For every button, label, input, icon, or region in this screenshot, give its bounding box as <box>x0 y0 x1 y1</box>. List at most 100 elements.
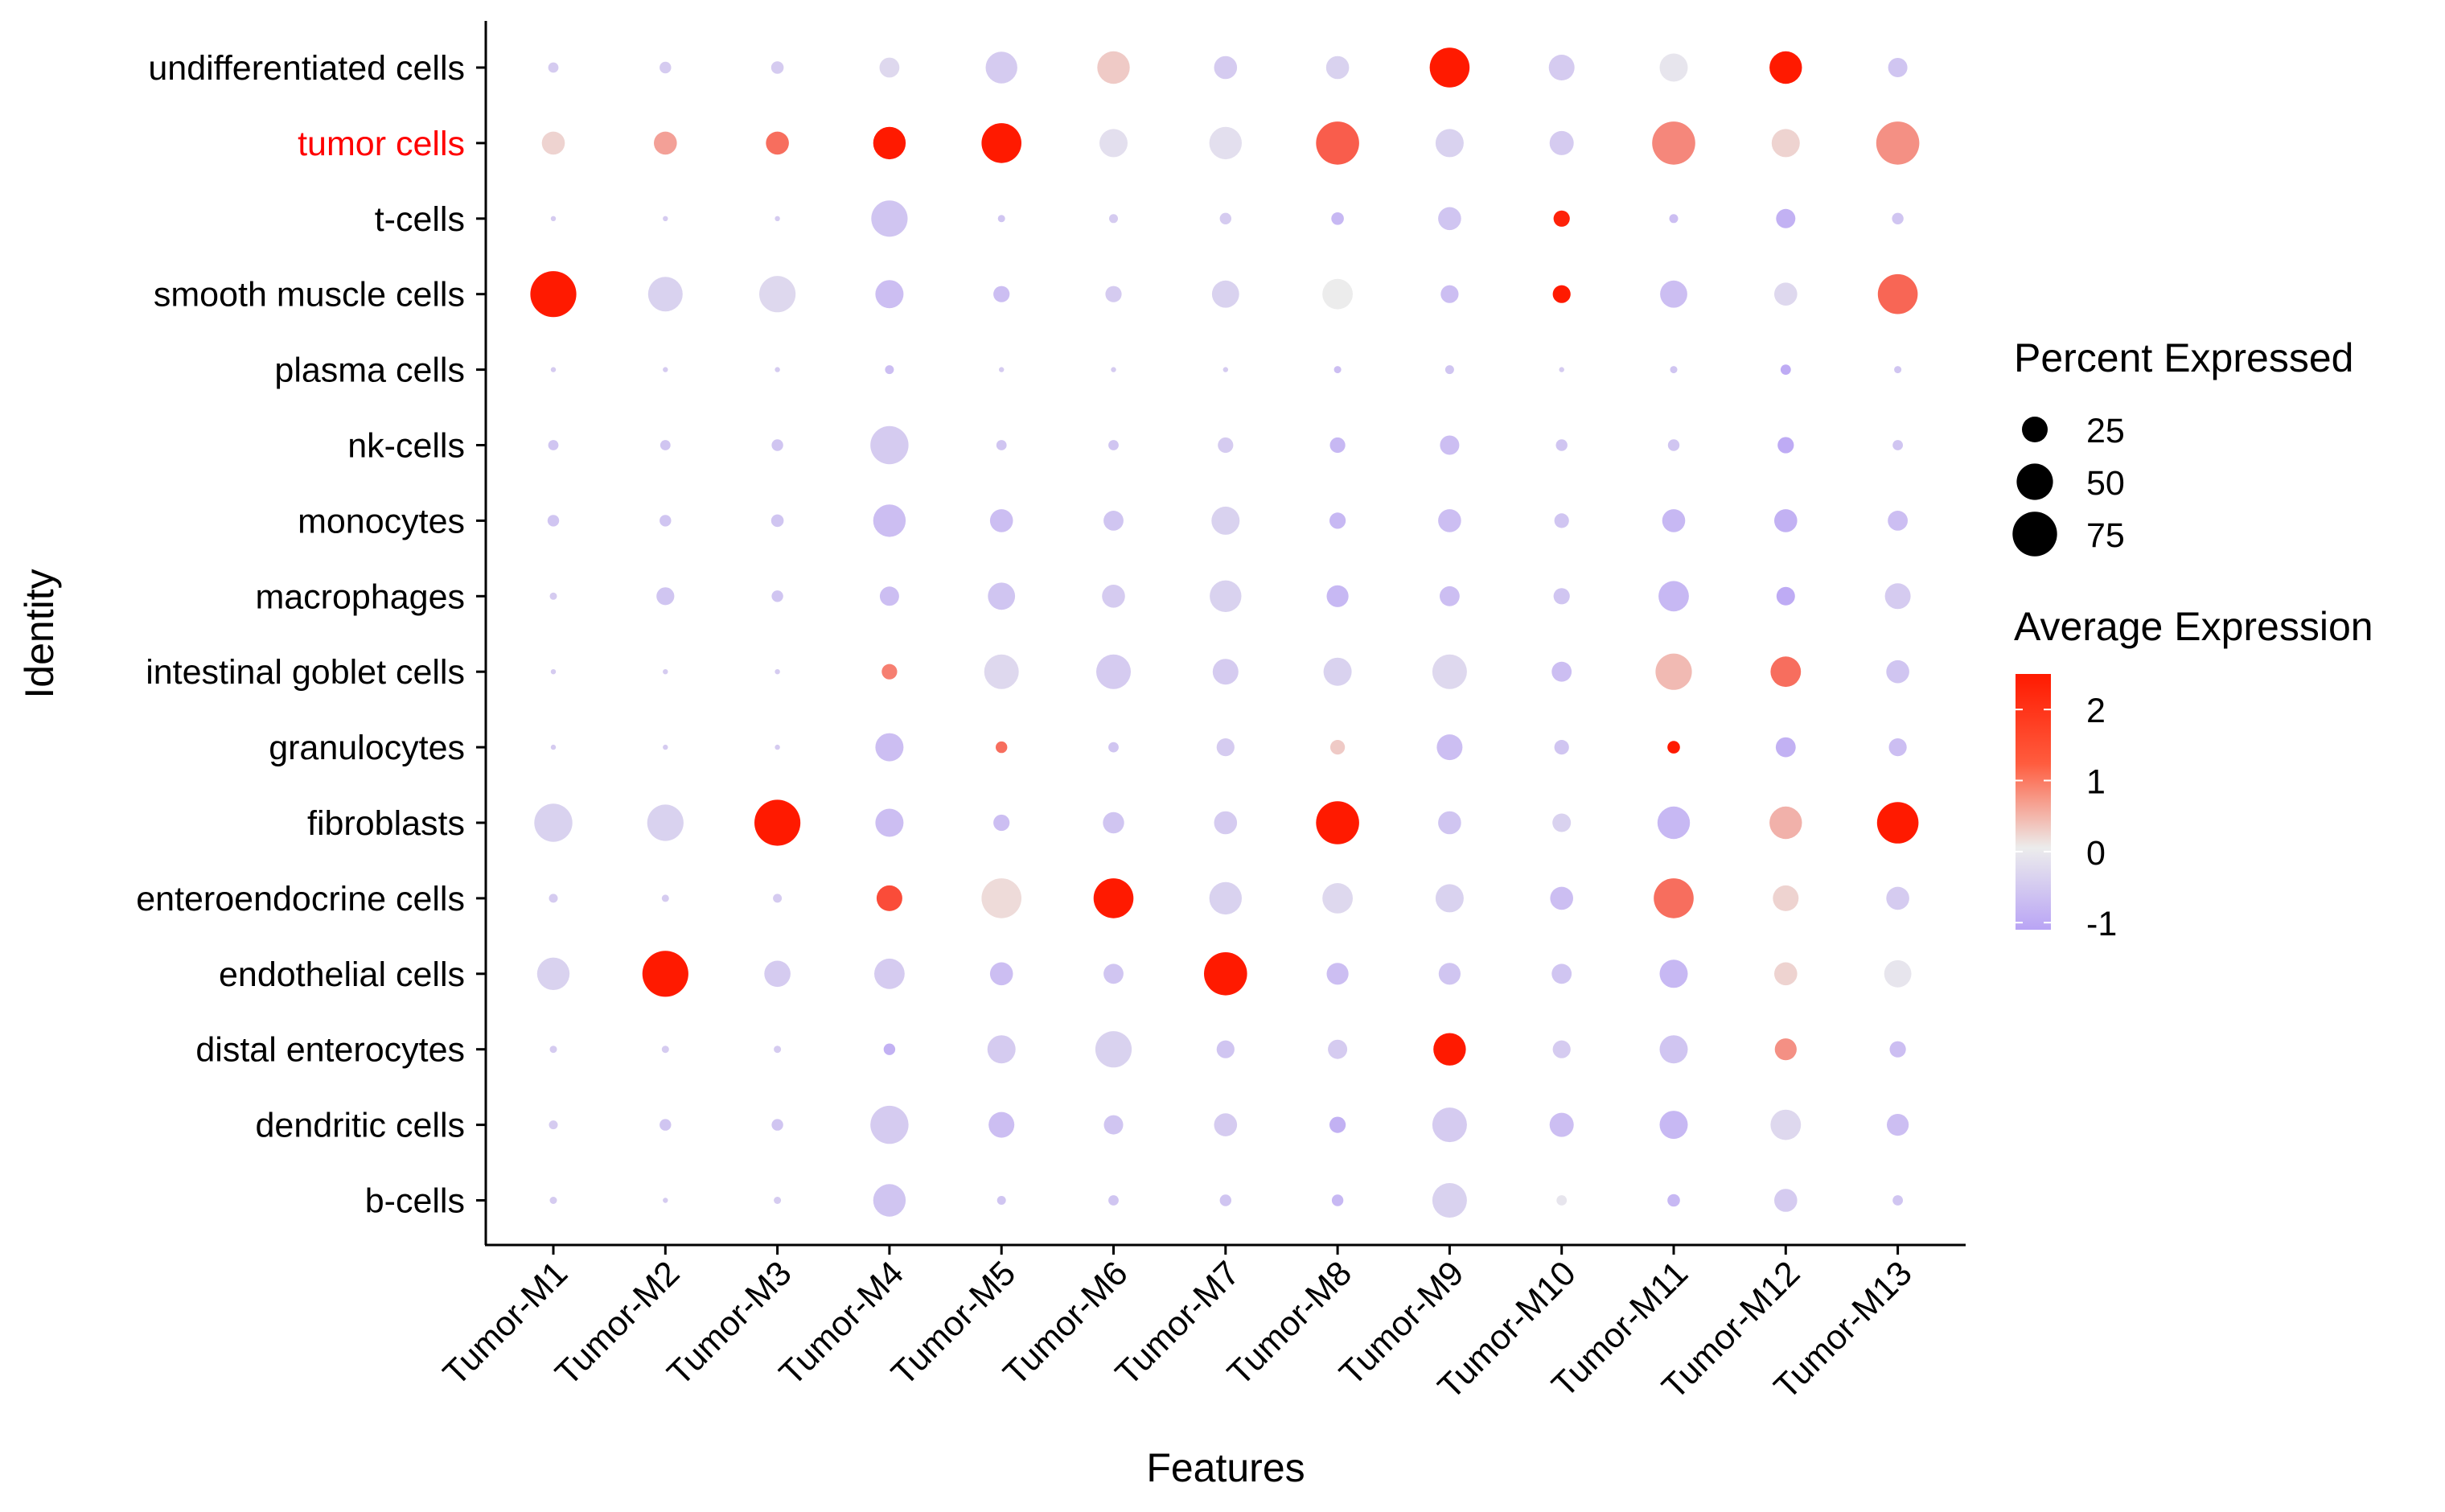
dot-plasma-cells-Tumor-M13 <box>1894 366 1902 374</box>
dot-t-cells-Tumor-M10 <box>1553 210 1570 227</box>
dot-monocytes-Tumor-M4 <box>873 504 906 537</box>
dot-plasma-cells-Tumor-M9 <box>1444 365 1454 375</box>
dot-nk-cells-Tumor-M12 <box>1777 437 1794 454</box>
dot-smooth-muscle-cells-Tumor-M3 <box>759 276 796 313</box>
dot-fibroblasts-Tumor-M10 <box>1552 813 1572 832</box>
dot-granulocytes-Tumor-M9 <box>1436 734 1463 761</box>
y-tick-label: granulocytes <box>269 729 465 767</box>
color-legend-label: 2 <box>2086 692 2106 730</box>
dot-endothelial-cells-Tumor-M1 <box>536 957 570 991</box>
dot-intestinal-goblet-cells-Tumor-M3 <box>775 669 780 675</box>
dot-macrophages-Tumor-M2 <box>656 587 675 606</box>
dot-b-cells-Tumor-M12 <box>1774 1189 1798 1212</box>
dot-t-cells-Tumor-M4 <box>871 200 908 237</box>
dot-b-cells-Tumor-M9 <box>1432 1183 1467 1218</box>
dot-tumor-cells-Tumor-M6 <box>1099 129 1128 158</box>
dot-granulocytes-Tumor-M4 <box>875 733 904 762</box>
dot-macrophages-Tumor-M9 <box>1440 585 1460 606</box>
dot-intestinal-goblet-cells-Tumor-M13 <box>1886 659 1909 684</box>
dot-monocytes-Tumor-M10 <box>1554 513 1569 528</box>
dot-t-cells-Tumor-M1 <box>550 216 557 221</box>
dot-tumor-cells-Tumor-M5 <box>981 123 1021 163</box>
dot-monocytes-Tumor-M6 <box>1103 511 1124 531</box>
dot-tumor-cells-Tumor-M1 <box>541 131 565 155</box>
y-tick-label: plasma cells <box>274 351 465 390</box>
dot-endothelial-cells-Tumor-M3 <box>764 960 791 988</box>
dot-b-cells-Tumor-M6 <box>1108 1195 1119 1206</box>
dot-t-cells-Tumor-M3 <box>775 216 780 221</box>
dot-endothelial-cells-Tumor-M7 <box>1204 952 1247 996</box>
y-tick-label: nk-cells <box>347 427 465 466</box>
dot-intestinal-goblet-cells-Tumor-M10 <box>1551 661 1572 682</box>
dot-enteroendocrine-cells-Tumor-M7 <box>1209 881 1243 915</box>
dot-dendritic-cells-Tumor-M2 <box>660 1119 672 1131</box>
dot-distal-enterocytes-Tumor-M11 <box>1659 1035 1688 1064</box>
dot-enteroendocrine-cells-Tumor-M8 <box>1322 883 1353 914</box>
dot-granulocytes-Tumor-M10 <box>1554 740 1569 755</box>
dot-intestinal-goblet-cells-Tumor-M12 <box>1770 656 1802 688</box>
dot-smooth-muscle-cells-Tumor-M9 <box>1440 285 1459 303</box>
dot-plasma-cells-Tumor-M12 <box>1780 364 1791 375</box>
dot-macrophages-Tumor-M11 <box>1658 581 1689 612</box>
dot-undifferentiated-cells-Tumor-M10 <box>1548 55 1575 80</box>
dot-distal-enterocytes-Tumor-M12 <box>1774 1038 1797 1061</box>
dot-nk-cells-Tumor-M10 <box>1555 439 1568 451</box>
x-axis-ticks: Tumor-M1Tumor-M2Tumor-M3Tumor-M4Tumor-M5… <box>436 1245 1920 1407</box>
dot-plasma-cells-Tumor-M5 <box>999 367 1005 372</box>
size-legend-dot <box>2022 417 2048 442</box>
dot-dendritic-cells-Tumor-M13 <box>1887 1114 1909 1136</box>
dot-dendritic-cells-Tumor-M8 <box>1329 1116 1346 1133</box>
dot-nk-cells-Tumor-M9 <box>1440 435 1460 455</box>
dot-tumor-cells-Tumor-M9 <box>1435 129 1464 158</box>
dot-enteroendocrine-cells-Tumor-M3 <box>773 894 783 903</box>
dot-undifferentiated-cells-Tumor-M5 <box>985 51 1017 84</box>
dot-dendritic-cells-Tumor-M6 <box>1103 1115 1124 1135</box>
dot-tumor-cells-Tumor-M11 <box>1652 121 1695 165</box>
dot-undifferentiated-cells-Tumor-M1 <box>548 62 559 73</box>
dot-monocytes-Tumor-M1 <box>547 515 560 527</box>
dot-monocytes-Tumor-M7 <box>1211 506 1240 535</box>
dot-nk-cells-Tumor-M13 <box>1892 440 1904 450</box>
dot-fibroblasts-Tumor-M8 <box>1316 801 1359 844</box>
dot-enteroendocrine-cells-Tumor-M13 <box>1886 886 1909 910</box>
dot-smooth-muscle-cells-Tumor-M13 <box>1877 273 1918 314</box>
y-tick-label: macrophages <box>255 577 465 616</box>
dot-enteroendocrine-cells-Tumor-M10 <box>1550 886 1573 910</box>
dot-plasma-cells-Tumor-M6 <box>1111 367 1116 372</box>
dot-b-cells-Tumor-M2 <box>663 1198 668 1203</box>
y-axis-ticks: undifferentiated cells tumor cells t-cells… <box>136 49 486 1221</box>
dot-nk-cells-Tumor-M7 <box>1218 437 1234 454</box>
dot-nk-cells-Tumor-M5 <box>996 440 1007 450</box>
color-legend-bar <box>2016 674 2051 930</box>
dot-dendritic-cells-Tumor-M3 <box>771 1119 783 1131</box>
size-legend: Percent Expressed 25 50 75 <box>2012 335 2353 557</box>
dot-fibroblasts-Tumor-M3 <box>754 799 801 846</box>
dot-plasma-cells-Tumor-M2 <box>663 367 668 372</box>
dot-undifferentiated-cells-Tumor-M6 <box>1097 51 1130 84</box>
dot-fibroblasts-Tumor-M11 <box>1657 806 1691 840</box>
dot-intestinal-goblet-cells-Tumor-M5 <box>984 654 1019 689</box>
dot-fibroblasts-Tumor-M7 <box>1214 811 1238 835</box>
size-legend-label: 50 <box>2086 464 2125 503</box>
dot-dendritic-cells-Tumor-M9 <box>1432 1107 1467 1143</box>
size-legend-title: Percent Expressed <box>2014 335 2353 380</box>
dot-plasma-cells-Tumor-M7 <box>1222 367 1229 372</box>
dot-intestinal-goblet-cells-Tumor-M11 <box>1655 653 1692 690</box>
dot-distal-enterocytes-Tumor-M4 <box>883 1043 896 1055</box>
dot-macrophages-Tumor-M12 <box>1776 586 1795 606</box>
dot-intestinal-goblet-cells-Tumor-M6 <box>1096 654 1131 689</box>
dot-enteroendocrine-cells-Tumor-M6 <box>1093 878 1134 918</box>
dot-endothelial-cells-Tumor-M10 <box>1551 963 1572 984</box>
dot-endothelial-cells-Tumor-M11 <box>1659 959 1688 988</box>
dot-fibroblasts-Tumor-M12 <box>1769 806 1802 840</box>
dot-plasma-cells-Tumor-M8 <box>1333 366 1342 374</box>
dot-monocytes-Tumor-M3 <box>770 514 784 528</box>
dot-intestinal-goblet-cells-Tumor-M7 <box>1212 659 1239 685</box>
size-legend-label: 75 <box>2086 516 2125 555</box>
y-tick-label: monocytes <box>298 502 465 540</box>
dot-granulocytes-Tumor-M3 <box>775 744 780 750</box>
dot-smooth-muscle-cells-Tumor-M6 <box>1105 286 1122 302</box>
dot-fibroblasts-Tumor-M4 <box>875 808 904 837</box>
dot-dendritic-cells-Tumor-M1 <box>549 1120 558 1130</box>
dot-monocytes-Tumor-M9 <box>1438 509 1461 532</box>
